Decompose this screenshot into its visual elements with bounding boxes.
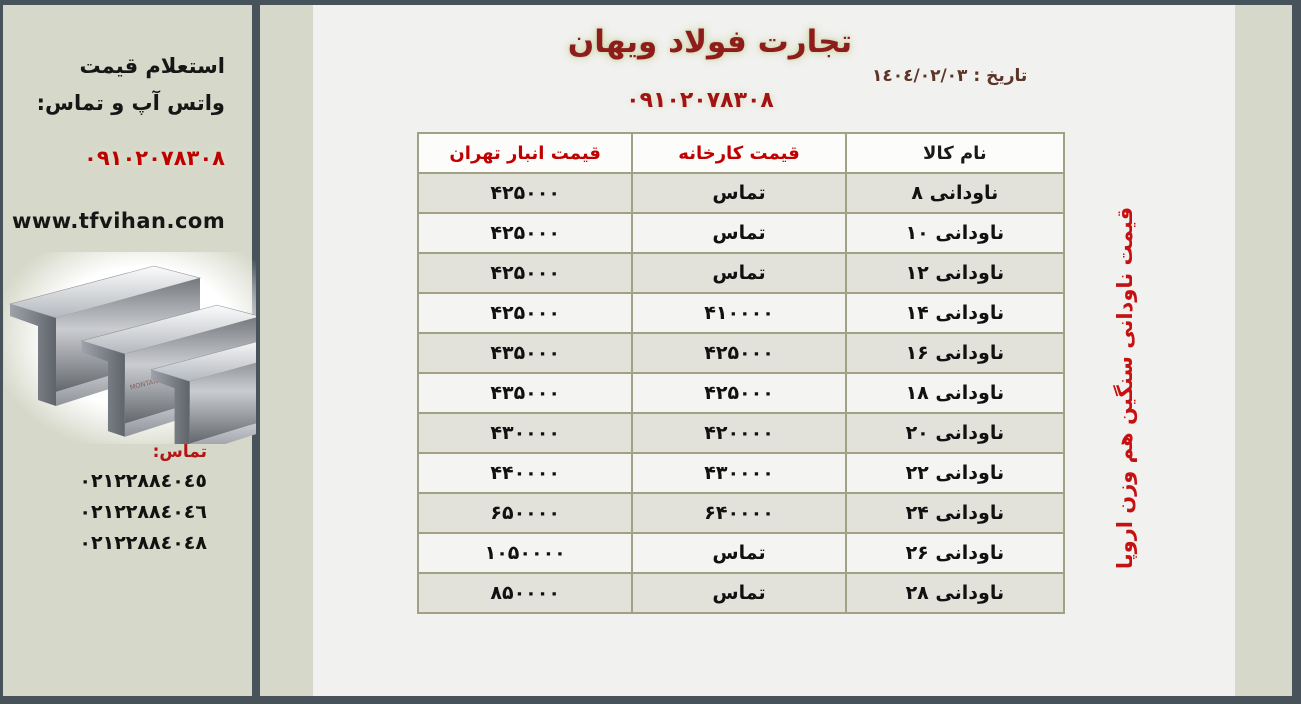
cell-warehouse: ۱۰۵۰۰۰۰: [416, 532, 634, 574]
table-row: ناودانی ۲۴ ۶۴۰۰۰۰ ۶۵۰۰۰۰: [416, 492, 1066, 534]
header-factory-price: قیمت کارخانه: [631, 132, 847, 174]
contact-label: تماس:: [152, 442, 207, 462]
sidebar-mobile-number: ۰۹۱۰۲۰۷۸۳۰۸: [84, 146, 225, 170]
frame-right: [1292, 0, 1301, 704]
cell-name: ناودانی ۲۰: [844, 412, 1066, 454]
cell-warehouse: ۴۲۵۰۰۰: [416, 292, 634, 334]
frame-top: [0, 0, 1301, 5]
cell-factory: ۶۴۰۰۰۰: [631, 492, 847, 534]
cell-name: ناودانی ۱۲: [844, 252, 1066, 294]
table-row: ناودانی ۲۶ تماس ۱۰۵۰۰۰۰: [416, 532, 1066, 574]
landline-number: ٠٢١٢٢٨٨٤٠٤٥: [79, 470, 207, 492]
table-row: ناودانی ۲۲ ۴۳۰۰۰۰ ۴۴۰۰۰۰: [416, 452, 1066, 494]
cell-name: ناودانی ۲۲: [844, 452, 1066, 494]
table-row: ناودانی ۲۰ ۴۲۰۰۰۰ ۴۳۰۰۰۰: [416, 412, 1066, 454]
header-warehouse-price: قیمت انبار تهران: [416, 132, 634, 174]
cell-warehouse: ۸۵۰۰۰۰: [416, 572, 634, 614]
frame-bottom: [0, 696, 1301, 704]
price-inquiry-text: استعلام قیمت واتس آپ و تماس:: [12, 48, 225, 122]
cell-name: ناودانی ۲۴: [844, 492, 1066, 534]
cell-name: ناودانی ۱۶: [844, 332, 1066, 374]
table-row: ناودانی ۸ تماس ۴۲۵۰۰۰: [416, 172, 1066, 214]
date-label: تاریخ : ١٤٠٤/٠٢/٠٣: [872, 66, 1028, 86]
price-inquiry-line2: واتس آپ و تماس:: [36, 91, 225, 115]
cell-warehouse: ۴۳۰۰۰۰: [416, 412, 634, 454]
cell-name: ناودانی ۲۸: [844, 572, 1066, 614]
price-table: نام کالا قیمت کارخانه قیمت انبار تهران ن…: [416, 132, 1066, 614]
landline-number: ٠٢١٢٢٨٨٤٠٤٨: [79, 532, 207, 554]
cell-name: ناودانی ۱۸: [844, 372, 1066, 414]
table-row: ناودانی ۲۸ تماس ۸۵۰۰۰۰: [416, 572, 1066, 614]
table-row: ناودانی ۱۰ تماس ۴۲۵۰۰۰: [416, 212, 1066, 254]
cell-warehouse: ۴۲۵۰۰۰: [416, 212, 634, 254]
price-table-body: ناودانی ۸ تماس ۴۲۵۰۰۰ ناودانی ۱۰ تماس ۴۲۵۰۰۰ ن…: [416, 172, 1066, 614]
cell-factory: ۴۲۵۰۰۰: [631, 332, 847, 374]
website-url: www.tfvihan.com: [12, 209, 226, 233]
cell-warehouse: ۴۲۵۰۰۰: [416, 172, 634, 214]
cell-warehouse: ۴۳۵۰۰۰: [416, 332, 634, 374]
cell-name: ناودانی ۲۶: [844, 532, 1066, 574]
landline-number: ٠٢١٢٢٨٨٤٠٤٦: [79, 501, 207, 523]
cell-factory: ۴۳۰۰۰۰: [631, 452, 847, 494]
table-header-row: نام کالا قیمت کارخانه قیمت انبار تهران: [416, 132, 1066, 174]
vertical-note: قیمت ناودانی سنگین هم وزن اروپا: [1113, 206, 1137, 570]
cell-warehouse: ۴۲۵۰۰۰: [416, 252, 634, 294]
price-inquiry-line1: استعلام قیمت: [79, 54, 225, 78]
cell-factory: تماس: [631, 252, 847, 294]
cell-factory: تماس: [631, 532, 847, 574]
header-product-name: نام کالا: [844, 132, 1066, 174]
page-title: تجارت فولاد ویهان: [567, 24, 853, 60]
cell-factory: ۴۲۵۰۰۰: [631, 372, 847, 414]
cell-factory: ۴۱۰۰۰۰: [631, 292, 847, 334]
landline-numbers: ٠٢١٢٢٨٨٤٠٤٥ ٠٢١٢٢٨٨٤٠٤٦ ٠٢١٢٢٨٨٤٠٤٨: [12, 466, 207, 559]
table-row: ناودانی ۱۴ ۴۱۰۰۰۰ ۴۲۵۰۰۰: [416, 292, 1066, 334]
cell-factory: تماس: [631, 572, 847, 614]
table-row: ناودانی ۱۸ ۴۲۵۰۰۰ ۴۳۵۰۰۰: [416, 372, 1066, 414]
cell-factory: ۴۲۰۰۰۰: [631, 412, 847, 454]
cell-name: ناودانی ۱۰: [844, 212, 1066, 254]
cell-factory: تماس: [631, 212, 847, 254]
header-phone-number: ۰۹۱۰۲۰۷۸۳۰۸: [626, 88, 774, 113]
steel-channels-graphic: MONTANSTAHL: [8, 265, 312, 456]
cell-warehouse: ۴۴۰۰۰۰: [416, 452, 634, 494]
table-row: ناودانی ۱۲ تماس ۴۲۵۰۰۰: [416, 252, 1066, 294]
cell-name: ناودانی ۸: [844, 172, 1066, 214]
cell-factory: تماس: [631, 172, 847, 214]
steel-channels-image: MONTANSTAHL: [4, 252, 312, 456]
cell-warehouse: ۶۵۰۰۰۰: [416, 492, 634, 534]
cell-name: ناودانی ۱۴: [844, 292, 1066, 334]
table-row: ناودانی ۱۶ ۴۲۵۰۰۰ ۴۳۵۰۰۰: [416, 332, 1066, 374]
cell-warehouse: ۴۳۵۰۰۰: [416, 372, 634, 414]
frame-left: [0, 0, 3, 704]
sidebar-divider: [252, 0, 260, 704]
